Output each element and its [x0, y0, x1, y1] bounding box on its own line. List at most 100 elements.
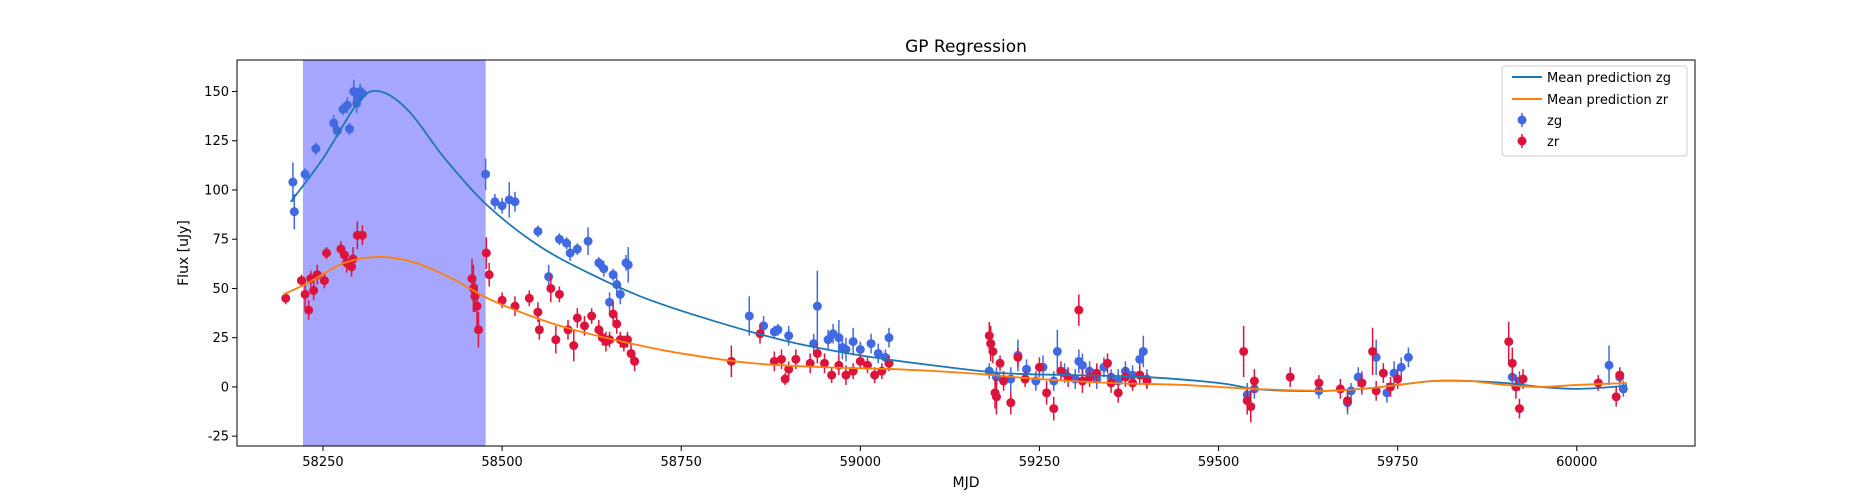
data-point: [357, 230, 367, 240]
data-point: [1077, 360, 1087, 370]
data-point: [866, 339, 876, 349]
data-point: [1368, 346, 1378, 356]
data-point: [769, 356, 779, 366]
data-point: [1052, 346, 1062, 356]
data-point: [473, 325, 483, 335]
data-point: [281, 293, 291, 303]
data-point: [1335, 384, 1345, 394]
data-point: [848, 337, 858, 347]
data-point: [999, 376, 1009, 386]
data-point: [339, 250, 349, 260]
data-point: [1507, 358, 1517, 368]
data-point: [497, 201, 507, 211]
data-point: [583, 236, 593, 246]
series-zr-points: [281, 221, 1625, 423]
data-point: [1378, 368, 1388, 378]
data-point: [329, 118, 339, 128]
data-point: [819, 358, 829, 368]
data-point: [608, 309, 618, 319]
data-point: [1285, 372, 1295, 382]
data-point: [841, 370, 851, 380]
data-point: [594, 325, 604, 335]
x-tick-label: 59250: [1019, 455, 1060, 470]
data-point: [524, 293, 534, 303]
data-point: [1135, 354, 1145, 364]
data-point: [322, 248, 332, 258]
data-point: [1371, 386, 1381, 396]
legend-box: [1501, 65, 1688, 157]
data-point: [554, 234, 564, 244]
data-point: [319, 276, 329, 286]
y-axis-label: Flux [uJy]: [176, 220, 192, 286]
y-axis: -25 0 25 50 75 100 125 150: [204, 85, 237, 445]
data-point: [623, 260, 633, 270]
data-point: [1138, 346, 1148, 356]
data-point: [1135, 370, 1145, 380]
data-point: [870, 370, 880, 380]
data-point: [612, 319, 622, 329]
data-point: [605, 297, 615, 307]
data-point: [533, 226, 543, 236]
data-point: [1314, 378, 1324, 388]
data-point: [984, 331, 994, 341]
data-point: [1246, 402, 1256, 412]
data-point: [481, 169, 491, 179]
data-point: [289, 207, 299, 217]
data-point: [773, 325, 783, 335]
data-point: [1514, 404, 1524, 414]
data-point: [484, 270, 494, 280]
legend: Mean prediction zg Mean prediction zr zg…: [1501, 65, 1688, 157]
legend-label: zr: [1547, 135, 1560, 150]
data-point: [300, 289, 310, 299]
data-point: [544, 272, 554, 282]
data-point: [533, 307, 543, 317]
data-point: [347, 262, 357, 272]
data-point: [630, 356, 640, 366]
data-point: [791, 354, 801, 364]
data-point: [554, 289, 564, 299]
data-point: [1611, 392, 1621, 402]
data-point: [551, 335, 561, 345]
data-point: [288, 177, 298, 187]
data-point: [995, 358, 1005, 368]
data-point: [332, 126, 342, 136]
data-point: [1074, 305, 1084, 315]
data-point: [1393, 374, 1403, 384]
data-point: [572, 313, 582, 323]
data-point: [468, 283, 478, 293]
chart-title: GP Regression: [905, 37, 1027, 57]
data-point: [300, 169, 310, 179]
data-point: [873, 348, 883, 358]
y-tick-label: -25: [208, 430, 229, 445]
x-tick-label: 58500: [481, 455, 522, 470]
data-point: [986, 339, 996, 349]
data-point: [1518, 374, 1528, 384]
data-point: [805, 358, 815, 368]
data-point: [572, 244, 582, 254]
y-tick-label: 125: [204, 134, 229, 149]
data-point: [1034, 362, 1044, 372]
x-tick-label: 58750: [661, 455, 702, 470]
data-point: [565, 248, 575, 258]
data-point: [1615, 370, 1625, 380]
data-point: [784, 331, 794, 341]
data-point: [1113, 388, 1123, 398]
x-tick-label: 59500: [1198, 455, 1239, 470]
y-tick-label: 25: [212, 331, 229, 346]
data-point: [594, 258, 604, 268]
data-point: [784, 364, 794, 374]
data-point: [472, 301, 482, 311]
data-point: [1357, 378, 1367, 388]
data-point: [615, 289, 625, 299]
data-point: [490, 197, 500, 207]
data-point: [497, 295, 507, 305]
x-tick-label: 58250: [302, 455, 343, 470]
data-point: [855, 345, 865, 354]
legend-label: Mean prediction zg: [1547, 71, 1671, 86]
data-point: [823, 335, 833, 345]
data-point: [991, 392, 1001, 402]
data-point: [884, 358, 894, 368]
data-point: [1103, 358, 1113, 368]
data-point: [1020, 374, 1030, 384]
